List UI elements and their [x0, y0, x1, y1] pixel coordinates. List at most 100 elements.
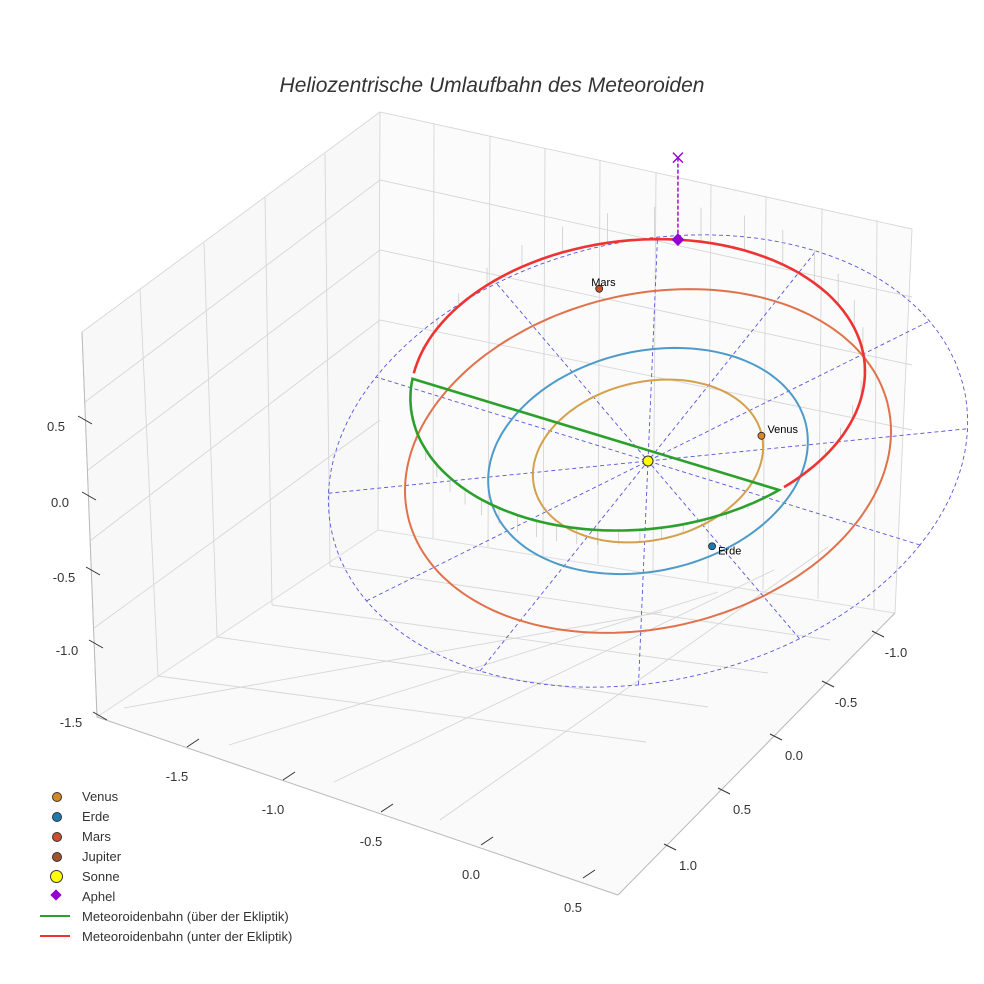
legend-symbol: [40, 846, 72, 866]
y-tick-mark: [717, 787, 731, 795]
legend-item: Jupiter: [40, 846, 292, 866]
x-tick-label: -0.5: [360, 834, 382, 849]
x-tick-label: 0.0: [462, 867, 480, 882]
grid-line: [379, 111, 913, 230]
grid-line: [329, 565, 831, 641]
grid-line: [90, 319, 381, 541]
legend-item: Mars: [40, 826, 292, 846]
grid-line: [84, 179, 381, 403]
legend: Venus Erde Mars Jupiter Sonne Aphel Meteoroide…: [40, 786, 292, 946]
legend-label: Meteoroidenbahn (über der Ekliptik): [82, 908, 289, 924]
planet-label: Erde: [718, 545, 741, 557]
y-tick-mark: [769, 733, 783, 741]
planet-venus-marker: [757, 431, 766, 440]
y-tick-label: 1.0: [679, 858, 697, 873]
grid-line: [123, 611, 663, 709]
x-tick-mark: [582, 869, 596, 879]
x-axis-line: [96, 716, 619, 896]
x-tick-mark: [380, 803, 394, 813]
x-tick-label: -1.0: [262, 802, 284, 817]
y-axis-line: [617, 612, 896, 896]
grid-line: [93, 419, 381, 629]
grid-line: [817, 207, 823, 600]
z-tick-label: -1.5: [60, 715, 82, 730]
grid-line: [873, 219, 878, 610]
grid-line: [439, 546, 829, 821]
y-tick-label: -1.0: [885, 645, 907, 660]
back-left-pane: [82, 112, 380, 717]
legend-symbol: [40, 906, 72, 926]
z-tick-label: -0.5: [53, 570, 75, 585]
legend-symbol: [40, 886, 72, 906]
orbit-mars: [403, 288, 893, 634]
legend-symbol: [40, 866, 72, 886]
planet-erde-marker: [708, 542, 716, 551]
sun-marker: [642, 455, 654, 467]
y-tick-mark: [663, 843, 677, 851]
grid-line: [379, 249, 913, 366]
grid-line: [597, 159, 601, 565]
y-tick-mark: [871, 630, 885, 638]
y-tick-label: 0.5: [733, 802, 751, 817]
planet-mars-marker: [595, 284, 604, 293]
grid-line: [707, 183, 712, 583]
grid-line: [87, 249, 381, 471]
legend-label: Mars: [82, 828, 111, 844]
orbit-venus: [531, 378, 765, 544]
legend-symbol: [40, 926, 72, 946]
grid-line: [894, 228, 913, 614]
x-tick-label: -1.5: [166, 769, 188, 784]
legend-item: Venus: [40, 786, 292, 806]
z-tick-mark: [92, 711, 108, 721]
z-axis-line: [81, 331, 98, 718]
legend-item: Aphel: [40, 886, 292, 906]
legend-label: Sonne: [82, 868, 120, 884]
markers: Venus Erde Mars: [591, 152, 799, 557]
grid-line: [271, 604, 769, 674]
planet-label: Mars: [591, 277, 616, 289]
grid-line: [228, 591, 719, 746]
x-tick-mark: [282, 771, 296, 781]
planet-label: Venus: [767, 424, 798, 436]
grid-line: [81, 111, 381, 333]
z-tick-mark: [77, 415, 93, 425]
x-tick-mark: [186, 738, 200, 748]
x-tick-mark: [480, 836, 494, 846]
ecliptic-spoke: [375, 376, 921, 546]
x-tick-label: 0.5: [564, 900, 582, 915]
legend-label: Venus: [82, 788, 119, 804]
legend-item: Erde: [40, 806, 292, 826]
y-tick-mark: [821, 680, 835, 688]
z-tick-mark: [88, 639, 104, 649]
axis-panes: [82, 112, 912, 896]
legend-label: Aphel: [82, 888, 116, 904]
grid-line: [333, 569, 775, 783]
legend-label: Meteoroidenbahn (unter der Ekliptik): [82, 928, 293, 944]
legend-item: Meteoroidenbahn (über der Ekliptik): [40, 906, 292, 926]
chart-title: Heliozentrische Umlaufbahn des Meteoroid…: [279, 74, 705, 97]
legend-label: Erde: [82, 808, 110, 824]
legend-item: Meteoroidenbahn (unter der Ekliptik): [40, 926, 292, 946]
axis-ticks: -1.5 -1.0 -0.5 0.0 0.5 -1.0 -0.5 0.0 0.5 1.0 0.5 0.…: [47, 415, 907, 915]
back-right-pane: [378, 112, 912, 613]
legend-label: Jupiter: [82, 848, 122, 864]
z-tick-label: 0.5: [47, 419, 65, 434]
orbits: [403, 237, 893, 634]
meteoroid-orbit-below: [412, 237, 867, 489]
meteoroid-orbit-above: [409, 377, 783, 532]
grid-line: [139, 288, 159, 677]
legend-symbol: [40, 806, 72, 826]
z-tick-label: -1.0: [56, 643, 78, 658]
z-tick-label: 0.0: [51, 495, 69, 510]
y-tick-label: -0.5: [835, 695, 857, 710]
z-tick-mark: [81, 491, 97, 501]
grid-line: [203, 242, 218, 638]
aphel-projection-x: [672, 152, 684, 164]
grid-line: [264, 196, 273, 606]
z-tick-mark: [85, 566, 101, 576]
legend-symbol: [40, 786, 72, 806]
ecliptic-spoke: [328, 428, 968, 494]
orbit-erde: [487, 346, 809, 576]
y-tick-label: 0.0: [785, 748, 803, 763]
